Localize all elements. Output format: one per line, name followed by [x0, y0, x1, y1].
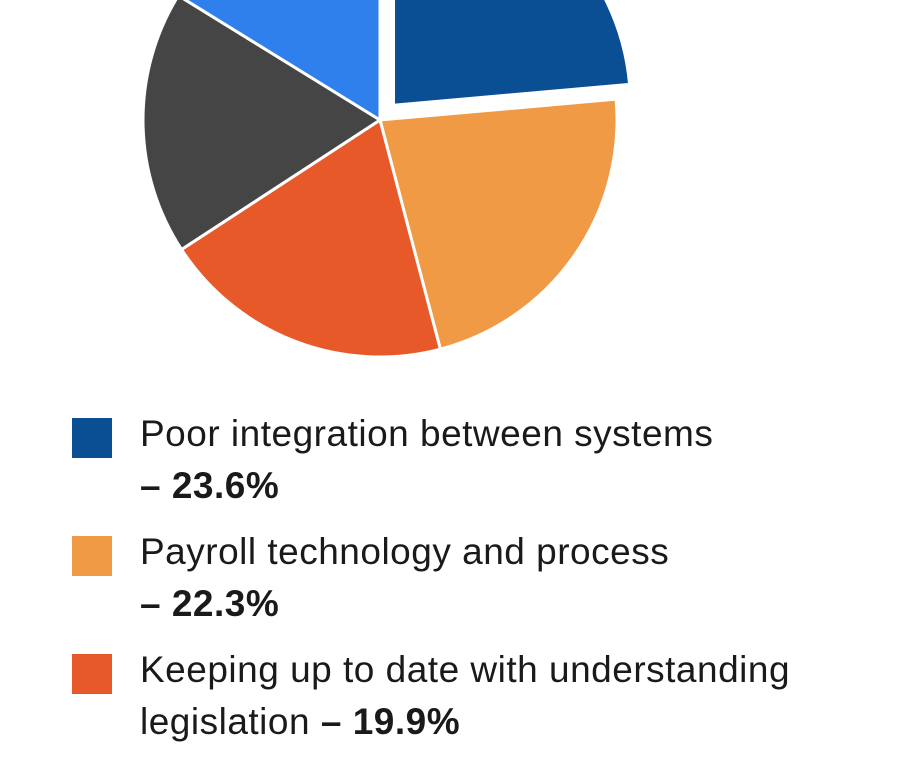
- legend-item: Poor integration between systems – 23.6%: [72, 408, 830, 512]
- pie-slice: [179, 117, 443, 359]
- legend-swatch: [72, 418, 112, 458]
- legend-item: Payroll technology and process – 22.3%: [72, 526, 830, 630]
- legend-label: Payroll technology and process: [140, 531, 670, 572]
- pie-slice: [182, 0, 382, 123]
- legend-label: Poor integration between systems: [140, 413, 714, 454]
- pie-slice: [378, 97, 619, 352]
- legend-item: Keeping up to date with understanding le…: [72, 644, 830, 748]
- legend-text: Poor integration between systems – 23.6%: [140, 408, 740, 512]
- legend-label: Keeping up to date with understanding le…: [140, 649, 791, 742]
- legend-swatch: [72, 536, 112, 576]
- value-label: – 19.9%: [320, 701, 461, 742]
- legend-swatch: [72, 654, 112, 694]
- legend: Poor integration between systems – 23.6%…: [72, 408, 830, 762]
- pie-slice: [392, 0, 632, 107]
- legend-text: Keeping up to date with understanding le…: [140, 644, 830, 748]
- value-label: – 23.6%: [140, 465, 280, 506]
- legend-text: Payroll technology and process – 22.3%: [140, 526, 700, 630]
- value-label: – 22.3%: [140, 583, 280, 624]
- pie-slice: [141, 0, 383, 252]
- pie-chart: [141, 0, 632, 359]
